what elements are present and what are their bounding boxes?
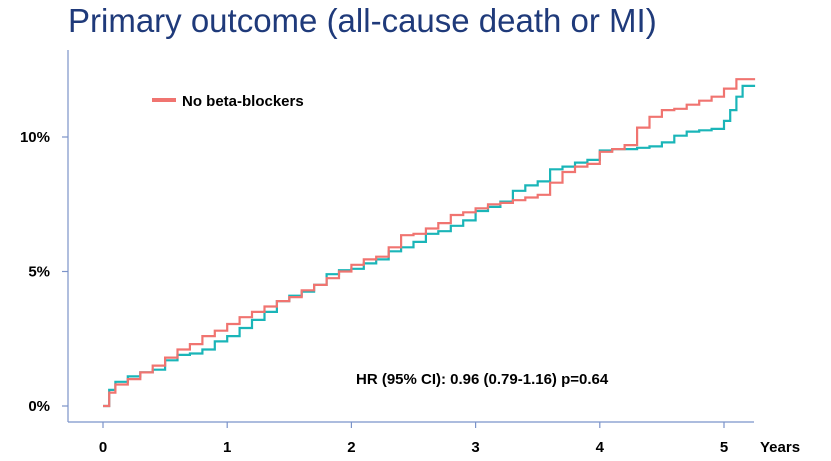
y-tick-label: 0% <box>28 398 50 415</box>
series <box>103 78 756 408</box>
x-tick-label: 3 <box>471 439 479 456</box>
legend: No beta-blockers <box>152 93 304 110</box>
x-tick-label: 0 <box>99 439 107 456</box>
x-tick-label: 1 <box>223 439 231 456</box>
x-tick-label: 5 <box>720 439 728 456</box>
y-tick-label: 10% <box>20 129 50 146</box>
x-tick-label: 2 <box>347 439 355 456</box>
series-line-no-beta-blockers <box>103 78 756 408</box>
x-axis-label: Years <box>760 439 800 456</box>
x-tick-label: 4 <box>596 439 605 456</box>
ticks: 0% 5% 10% 0 1 2 3 4 5 <box>20 129 728 456</box>
hazard-ratio-annotation: HR (95% CI): 0.96 (0.79-1.16) p=0.64 <box>356 371 609 388</box>
series-line-unnamed <box>103 84 756 408</box>
axes <box>67 50 754 423</box>
legend-label-no-beta-blockers: No beta-blockers <box>182 93 304 110</box>
page-title: Primary outcome (all-cause death or MI) <box>68 2 657 39</box>
y-tick-label: 5% <box>28 264 50 281</box>
